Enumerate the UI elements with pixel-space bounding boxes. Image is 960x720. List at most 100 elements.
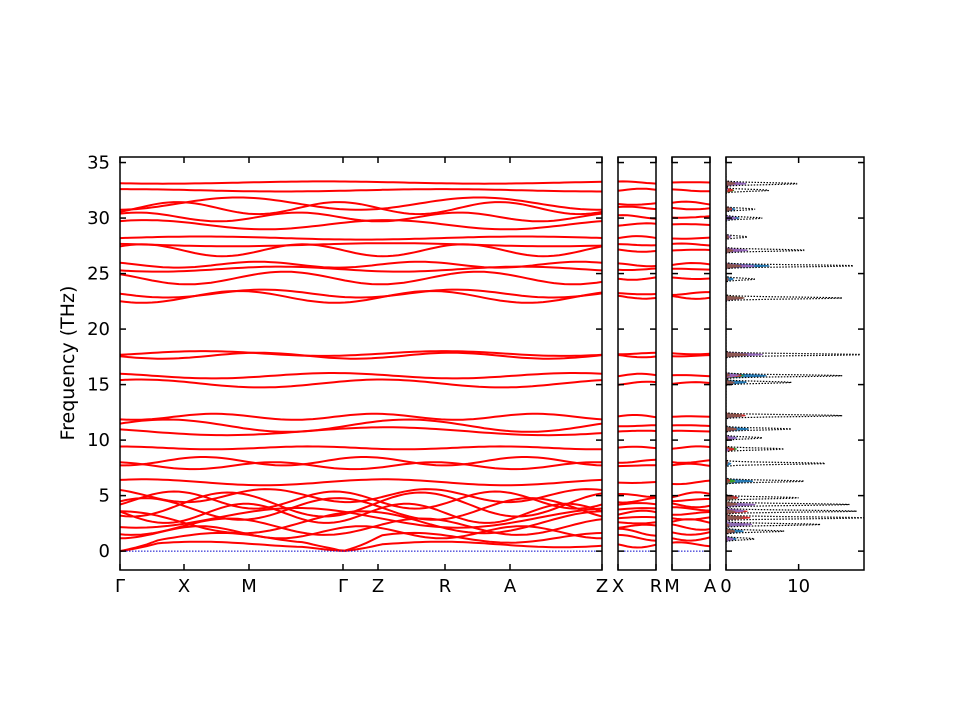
band-line (120, 211, 602, 223)
band-line (120, 201, 602, 216)
y-tick-label: 5 (99, 486, 110, 507)
band-line (672, 276, 710, 280)
band-line (120, 502, 602, 524)
band-line (120, 510, 602, 535)
y-tick-label: 10 (87, 430, 110, 451)
band-line (618, 523, 656, 529)
band-line (672, 541, 710, 548)
band-line (672, 491, 710, 499)
band-line (618, 527, 656, 537)
band-line (618, 464, 656, 468)
y-axis-label: Frequency (THz) (57, 286, 79, 441)
high-symmetry-point-label: Z (372, 576, 384, 597)
band-line (672, 261, 710, 266)
band-line (618, 493, 656, 499)
high-symmetry-point-label: M (664, 576, 680, 597)
band-line (618, 248, 656, 253)
band-line (120, 478, 602, 487)
band-line (672, 511, 710, 516)
band-line (120, 461, 602, 471)
panel-main-frame (119, 156, 603, 571)
band-line (618, 222, 656, 227)
band-line (120, 488, 602, 504)
band-line (672, 531, 710, 536)
panel-main-bands (120, 180, 602, 553)
band-line (672, 291, 710, 296)
band-line (120, 531, 602, 553)
y-tick-label: 15 (87, 375, 110, 396)
band-line (618, 292, 656, 296)
partial-dos-series (726, 173, 749, 552)
band-line (672, 267, 710, 271)
band-line (672, 352, 710, 356)
band-line (672, 479, 710, 486)
high-symmetry-point-label: R (439, 576, 452, 597)
high-symmetry-point-label: A (504, 576, 517, 597)
y-tick-label: 25 (87, 264, 110, 285)
panel-x-r-frame (617, 156, 657, 571)
band-line (618, 414, 656, 419)
band-line (618, 235, 656, 240)
partial-dos-series (726, 173, 749, 552)
band-line (618, 354, 656, 359)
band-line (120, 188, 602, 193)
band-line (672, 242, 710, 247)
band-line (120, 270, 602, 286)
band-line (618, 424, 656, 428)
band-line (672, 516, 710, 521)
band-line (618, 276, 656, 281)
band-line (672, 248, 710, 252)
band-line (672, 462, 710, 467)
band-line (672, 188, 710, 193)
band-line (618, 187, 656, 192)
band-line (618, 243, 656, 247)
band-line (120, 426, 602, 437)
band-line (618, 521, 656, 525)
band-line (672, 236, 710, 240)
band-line (618, 533, 656, 542)
band-line (618, 509, 656, 516)
band-line (672, 429, 710, 433)
band-line (672, 506, 710, 512)
band-line (672, 536, 710, 542)
panel-m-a-bands (672, 181, 710, 552)
band-line (120, 445, 602, 451)
high-symmetry-point-label: Γ (115, 576, 125, 597)
band-line (120, 235, 602, 241)
panel-m-a-frame (671, 156, 711, 571)
band-line (672, 206, 710, 211)
band-line (618, 262, 656, 268)
band-line (672, 424, 710, 427)
band-line (618, 180, 656, 185)
total-dos-line (726, 173, 864, 552)
band-line (672, 459, 710, 464)
band-line (120, 412, 602, 421)
band-line (618, 267, 656, 271)
dos-curves (726, 173, 864, 552)
y-tick-label: 30 (87, 208, 110, 229)
band-line (672, 374, 710, 378)
band-line (120, 260, 602, 269)
partial-dos-series (726, 173, 751, 552)
dos-x-tick-label: 10 (787, 576, 810, 597)
band-line (672, 200, 710, 206)
y-tick-label: 0 (99, 541, 110, 562)
band-line (618, 481, 656, 485)
y-tick-label: 35 (87, 153, 110, 174)
band-line (120, 372, 602, 380)
band-line (672, 223, 710, 226)
band-line (672, 354, 710, 358)
band-line (120, 242, 602, 248)
band-line (672, 215, 710, 219)
high-symmetry-point-label: M (241, 576, 257, 597)
band-line (672, 502, 710, 509)
band-line (672, 523, 710, 531)
band-line (120, 288, 602, 299)
band-line (672, 445, 710, 450)
high-symmetry-point-label: A (704, 576, 717, 597)
band-line (120, 540, 602, 553)
band-line (672, 295, 710, 300)
high-symmetry-point-label: R (650, 576, 663, 597)
band-line (672, 415, 710, 418)
